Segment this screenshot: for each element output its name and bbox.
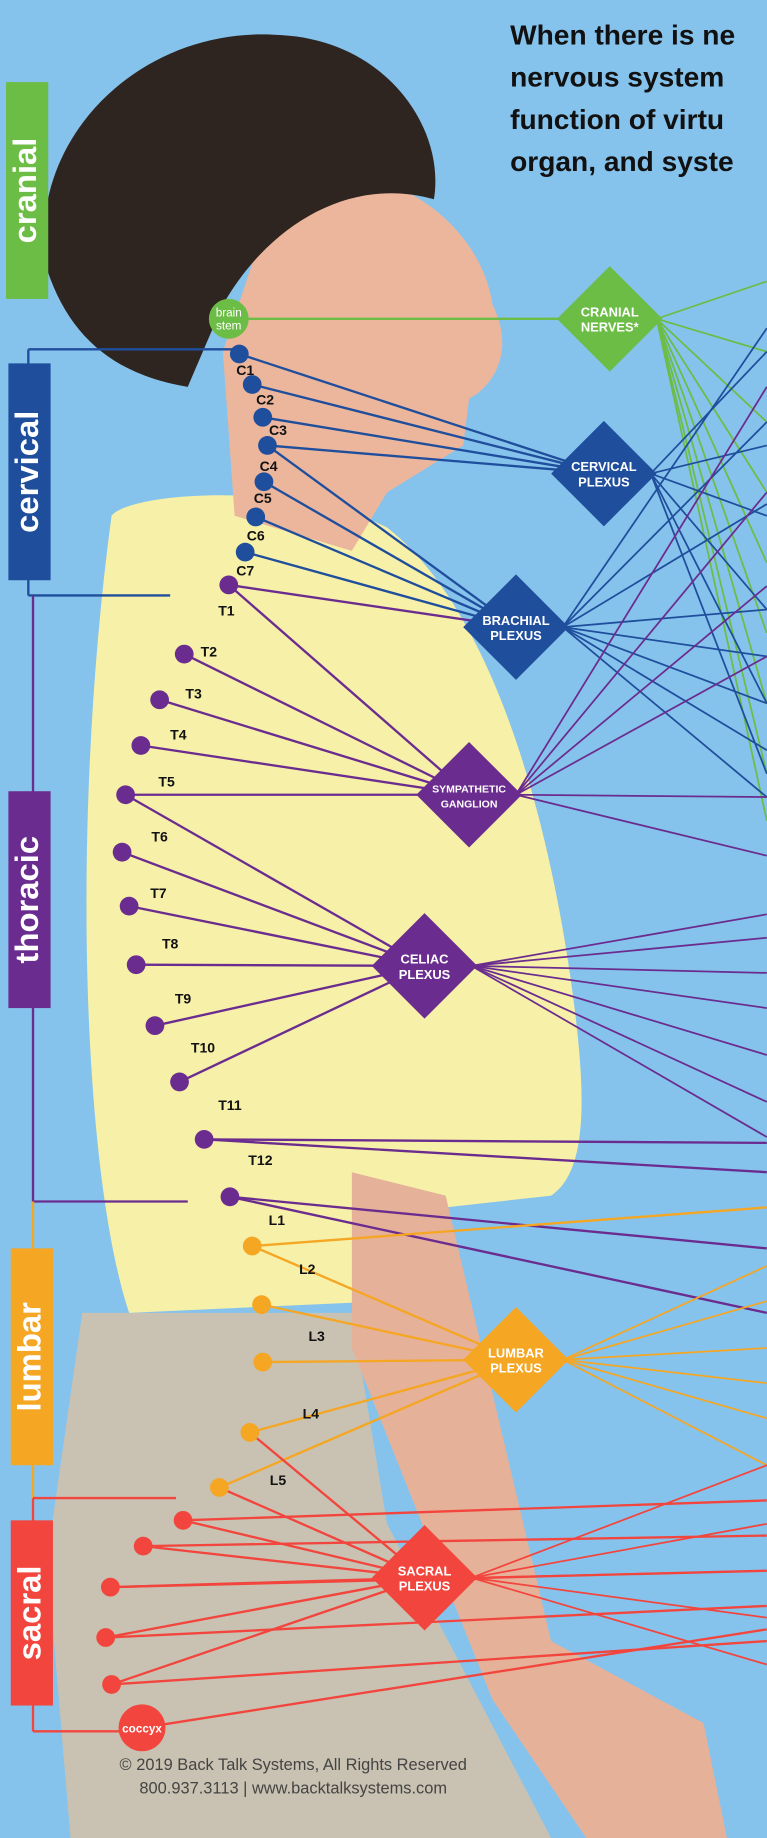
region-label: sacral bbox=[11, 1565, 48, 1660]
coccyx-label: coccyx bbox=[122, 1723, 162, 1736]
plexus-label: PLEXUS bbox=[490, 1361, 542, 1376]
diagram: cranial cervical thoracic lumbar sacral CRANI… bbox=[0, 0, 767, 1838]
vertebra-label: T1 bbox=[218, 602, 235, 618]
vertebra-label: T11 bbox=[218, 1097, 242, 1113]
plexus-label: CRANIAL bbox=[581, 304, 639, 319]
vertebra-label: T2 bbox=[201, 643, 218, 659]
plexus-label: PLEXUS bbox=[578, 474, 630, 489]
vertebra-label: C7 bbox=[236, 563, 254, 579]
vertebra-dot bbox=[175, 645, 194, 664]
plexus-label: GANGLION bbox=[441, 799, 498, 811]
vertebra-label: L4 bbox=[303, 1405, 320, 1421]
vertebra-dot bbox=[253, 1353, 272, 1372]
vertebra-dot bbox=[221, 1187, 240, 1206]
header-line: organ, and syste bbox=[510, 146, 734, 177]
vertebra-dot bbox=[150, 690, 169, 709]
vertebra-dot bbox=[127, 955, 146, 974]
plexus-label: SYMPATHETIC bbox=[432, 783, 506, 795]
plexus-label: PLEXUS bbox=[399, 967, 451, 982]
vertebra-label: T7 bbox=[150, 885, 167, 901]
region-label: thoracic bbox=[8, 836, 45, 964]
vertebra-dot bbox=[255, 472, 274, 491]
vertebra-dot bbox=[170, 1073, 189, 1092]
plexus-label: NERVES* bbox=[581, 320, 639, 335]
vertebra-dot bbox=[240, 1423, 259, 1442]
vertebra-label: T12 bbox=[248, 1152, 272, 1168]
sacral-dot bbox=[96, 1628, 115, 1647]
vertebra-dot bbox=[258, 436, 277, 455]
vertebra-label: L1 bbox=[269, 1212, 286, 1228]
region-label: cervical bbox=[8, 411, 45, 533]
vertebra-label: T5 bbox=[158, 774, 175, 790]
vertebra-dot bbox=[219, 576, 238, 595]
vertebra-dot bbox=[210, 1478, 229, 1497]
vertebra-dot bbox=[195, 1130, 214, 1149]
plexus-label: PLEXUS bbox=[490, 628, 542, 643]
sacral-dot bbox=[134, 1537, 153, 1556]
sacral-dot bbox=[174, 1511, 193, 1530]
page: {"header":{"lines":["When there is ne","… bbox=[0, 0, 767, 1838]
vertebra-dot bbox=[146, 1016, 165, 1035]
header-line: nervous system bbox=[510, 62, 724, 93]
vertebra-dot bbox=[230, 345, 249, 364]
vertebra-dot bbox=[236, 543, 255, 562]
header-line: function of virtu bbox=[510, 104, 724, 135]
vertebra-label: T4 bbox=[170, 727, 187, 743]
vertebra-label: L3 bbox=[308, 1328, 325, 1344]
vertebra-label: T6 bbox=[151, 829, 168, 845]
vertebra-label: T8 bbox=[162, 935, 179, 951]
vertebra-dot bbox=[243, 1237, 262, 1256]
plexus-label: LUMBAR bbox=[488, 1345, 544, 1360]
region-label: cranial bbox=[6, 138, 43, 244]
brain-stem-label: stem bbox=[216, 319, 241, 332]
vertebra-label: T3 bbox=[185, 686, 202, 702]
vertebra-dot bbox=[113, 843, 132, 862]
vertebra-dot bbox=[131, 736, 150, 755]
vertebra-label: C2 bbox=[256, 391, 274, 407]
vertebra-label: C6 bbox=[247, 527, 265, 543]
plexus-label: CERVICAL bbox=[571, 459, 637, 474]
vertebra-dot bbox=[246, 508, 265, 527]
vertebra-label: C3 bbox=[269, 422, 287, 438]
plexus-label: PLEXUS bbox=[399, 1579, 451, 1594]
sacral-dot bbox=[102, 1675, 121, 1694]
brain-stem-label: brain bbox=[216, 306, 242, 319]
vertebra-label: L2 bbox=[299, 1261, 316, 1277]
vertebra-label: C5 bbox=[254, 490, 272, 506]
footer-line: © 2019 Back Talk Systems, All Rights Res… bbox=[120, 1756, 467, 1774]
header-line: When there is ne bbox=[510, 20, 735, 51]
vertebra-label: L5 bbox=[270, 1472, 287, 1488]
vertebra-dot bbox=[252, 1295, 271, 1314]
vertebra-dot bbox=[116, 785, 135, 804]
plexus-label: SACRAL bbox=[398, 1563, 452, 1578]
plexus-label: BRACHIAL bbox=[482, 613, 549, 628]
sacral-dot bbox=[101, 1578, 120, 1597]
vertebra-label: T10 bbox=[191, 1040, 215, 1056]
vertebra-label: T9 bbox=[175, 990, 192, 1006]
plexus-label: CELIAC bbox=[401, 952, 449, 967]
region-label: lumbar bbox=[11, 1302, 48, 1412]
footer-line: 800.937.3113 | www.backtalksystems.com bbox=[139, 1779, 447, 1797]
vertebra-dot bbox=[120, 897, 139, 916]
vertebra-label: C4 bbox=[260, 458, 278, 474]
